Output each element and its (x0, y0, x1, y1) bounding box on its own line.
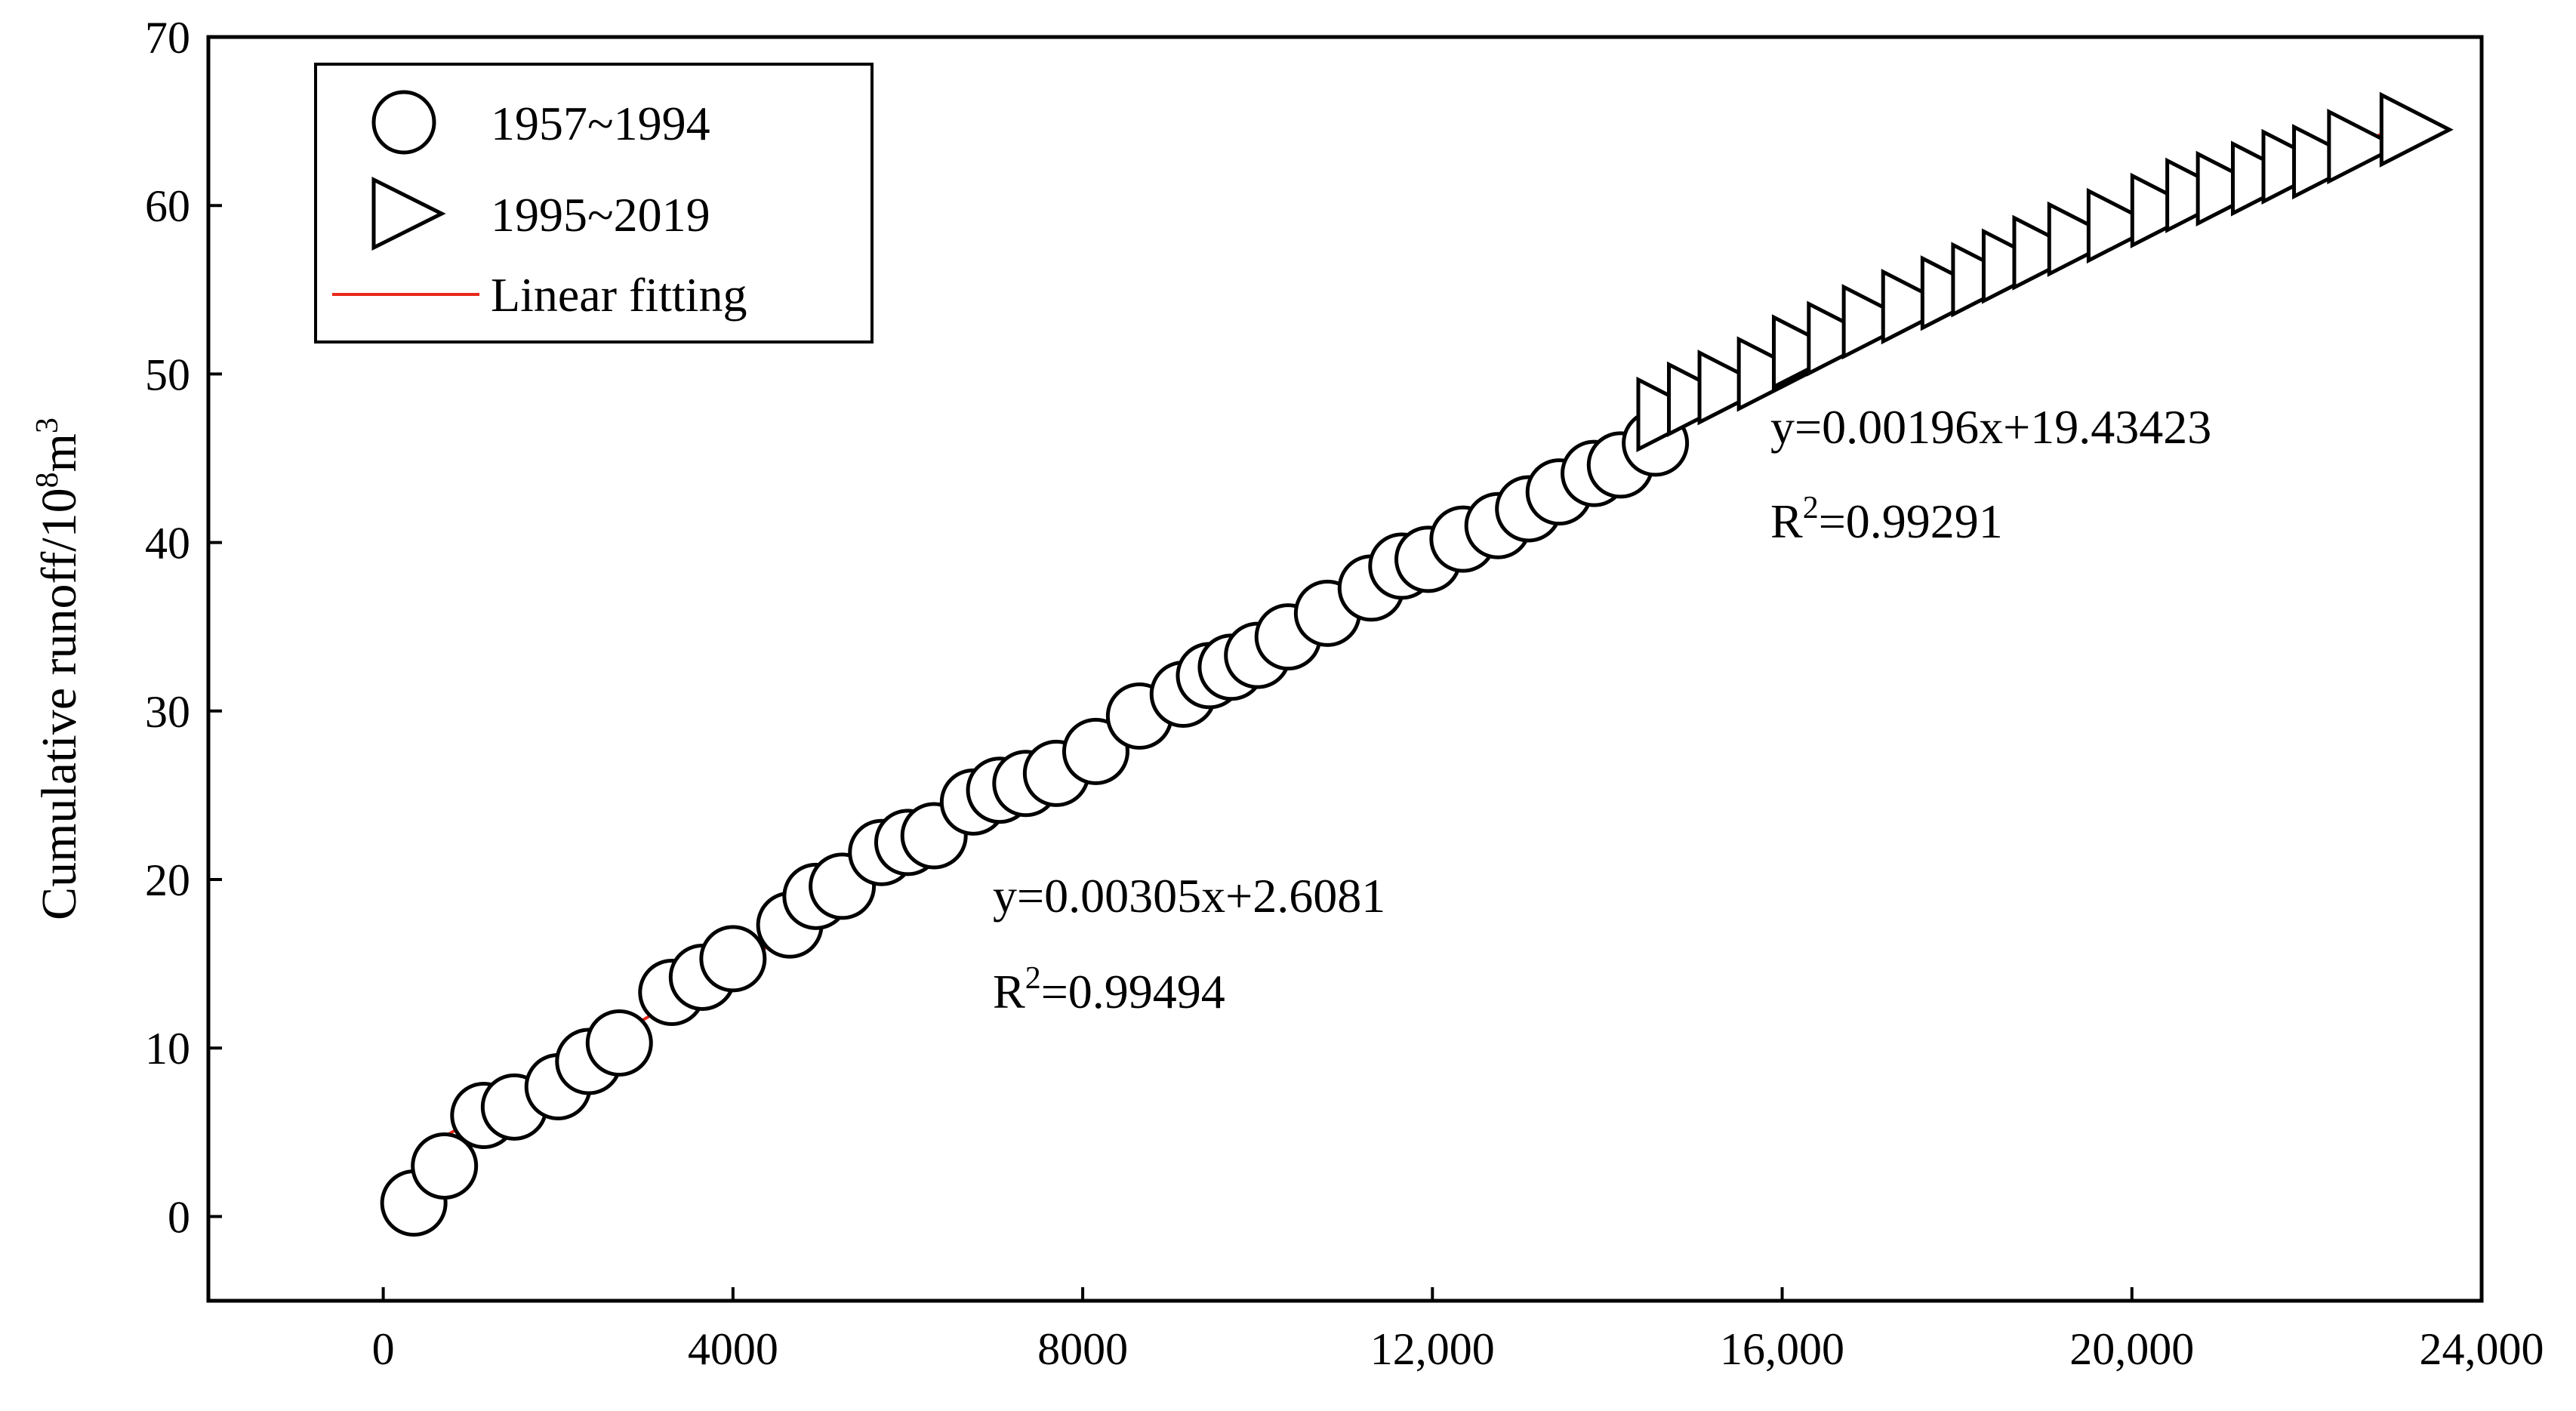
point-triangle (2379, 91, 2454, 168)
legend: 1957~1994 1995~2019 Linear fitting (314, 63, 874, 344)
y-axis-title: Cumulative runoff/108m3 (30, 417, 87, 920)
y-tick-label: 60 (145, 181, 190, 231)
legend-label-1995-2019: 1995~2019 (491, 188, 710, 242)
fit-r2-1: R2=0.99494 (993, 961, 1225, 1018)
legend-triangle-icon (371, 176, 446, 251)
axis-ticks: 0 4000 8000 12,000 16,000 20,000 24,000 0 10 20 30… (145, 13, 2544, 1374)
point-triangle (1881, 269, 1955, 345)
point-circle (699, 925, 767, 993)
point-triangle (2086, 187, 2161, 264)
point-circle (1062, 717, 1129, 785)
y-tick-label: 70 (145, 13, 190, 63)
point-triangle (2327, 108, 2402, 185)
y-tick-label: 30 (145, 687, 190, 737)
legend-label-linear-fitting: Linear fitting (491, 268, 747, 322)
x-tick-label: 24,000 (2420, 1324, 2544, 1374)
y-tick-label: 0 (168, 1192, 190, 1242)
point-triangle (1841, 284, 1916, 360)
plot-frame (206, 35, 2484, 1303)
x-tick-label: 0 (372, 1324, 395, 1374)
legend-label-1957-1994: 1957~1994 (491, 97, 710, 150)
y-tick-label: 10 (145, 1024, 190, 1074)
y-tick-label: 40 (145, 519, 190, 568)
point-triangle (2047, 201, 2122, 277)
x-tick-label: 20,000 (2069, 1324, 2194, 1374)
fit-r2-2: R2=0.99291 (1770, 491, 2003, 548)
x-tick-label: 16,000 (1720, 1324, 1844, 1374)
point-triangle (1697, 350, 1772, 426)
x-tick-label: 8000 (1037, 1324, 1128, 1374)
fit-equation-1: y=0.00305x+2.6081 (993, 869, 1385, 923)
point-circle (585, 1009, 653, 1077)
x-tick-label: 12,000 (1370, 1324, 1495, 1374)
fit-equation-2: y=0.00196x+19.43423 (1770, 400, 2211, 454)
y-tick-label: 20 (145, 855, 190, 905)
x-tick-label: 4000 (688, 1324, 778, 1374)
legend-circle-icon (371, 90, 436, 155)
y-tick-label: 50 (145, 350, 190, 399)
point-circle (411, 1132, 479, 1200)
data-points (380, 91, 2454, 1237)
